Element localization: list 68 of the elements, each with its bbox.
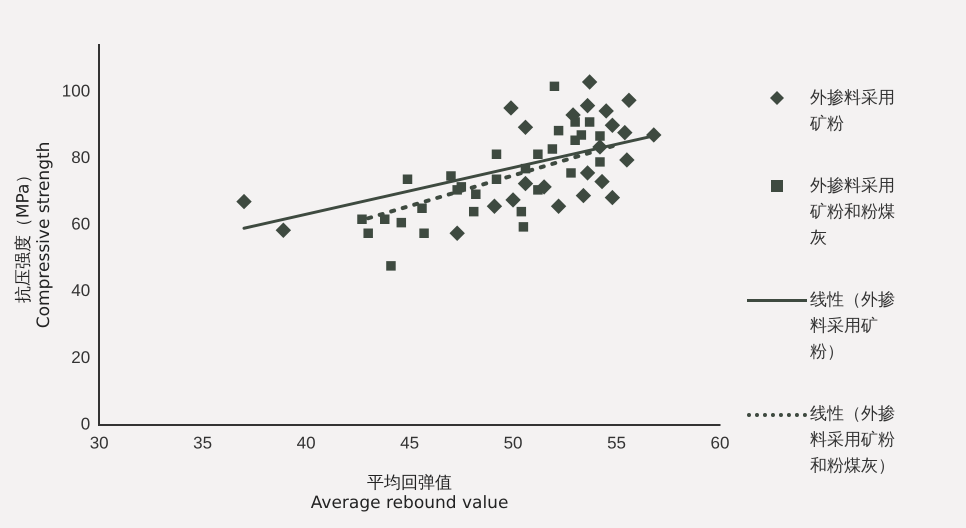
- point: [468, 206, 478, 216]
- y-axis-title: 抗压强度（MPa） Compressive strength: [14, 142, 54, 328]
- point: [551, 198, 566, 214]
- y-tick-label: 80: [71, 148, 90, 167]
- point: [550, 82, 560, 92]
- point: [518, 222, 528, 232]
- legend-label: 线性（外掺料采用矿粉）: [810, 289, 896, 364]
- y-tick-label: 0: [80, 414, 90, 434]
- y-tick-label: 60: [71, 214, 90, 234]
- point: [357, 214, 367, 224]
- point: [548, 144, 558, 154]
- point: [506, 192, 521, 208]
- point: [617, 125, 632, 140]
- point: [604, 118, 620, 133]
- point: [450, 226, 465, 241]
- point: [584, 117, 594, 127]
- point: [518, 176, 533, 192]
- point: [492, 150, 502, 160]
- point: [520, 164, 530, 174]
- point: [518, 120, 533, 135]
- point: [492, 174, 502, 184]
- point: [276, 222, 291, 238]
- point: [598, 103, 614, 118]
- legend-label: 外掺料采用矿粉: [810, 87, 896, 136]
- point: [402, 174, 412, 184]
- point: [582, 74, 598, 90]
- y-tick-label: 20: [71, 348, 90, 367]
- point: [595, 131, 605, 141]
- point: [646, 127, 662, 142]
- point: [619, 152, 634, 168]
- point: [594, 174, 610, 190]
- legend-label: 线性（外掺料采用矿粉和粉煤灰）: [810, 403, 896, 478]
- x-tick-label: 35: [193, 434, 212, 453]
- x-tick-label: 45: [400, 434, 420, 453]
- point: [554, 126, 564, 136]
- y-tick-label: 40: [71, 281, 90, 300]
- x-tick-label: 30: [90, 434, 109, 453]
- y-tick-label: 100: [62, 81, 90, 100]
- point: [486, 198, 502, 214]
- point: [417, 204, 427, 213]
- point: [446, 171, 456, 181]
- point: [380, 214, 390, 224]
- x-tick-label: 40: [296, 434, 316, 453]
- point: [595, 157, 605, 167]
- point: [456, 182, 466, 192]
- point: [576, 130, 586, 140]
- x-tick-label: 60: [710, 434, 730, 453]
- point: [536, 179, 552, 194]
- point: [386, 261, 396, 271]
- point: [604, 190, 620, 206]
- x-axis-title: 平均回弹值 Average rebound value: [310, 472, 508, 514]
- point: [419, 228, 429, 238]
- point: [236, 194, 252, 210]
- point: [396, 218, 406, 228]
- point: [580, 98, 596, 114]
- point: [503, 100, 518, 116]
- point: [363, 228, 373, 238]
- point: [592, 139, 608, 154]
- legend-label: 外掺料采用矿粉和粉煤灰: [810, 175, 896, 250]
- x-tick-label: 50: [504, 434, 523, 453]
- point: [566, 168, 576, 178]
- point: [621, 92, 636, 108]
- point: [471, 190, 481, 199]
- point: [516, 206, 526, 216]
- x-tick-label: 55: [607, 434, 626, 453]
- point: [576, 188, 591, 204]
- point: [580, 165, 596, 180]
- point: [533, 150, 543, 160]
